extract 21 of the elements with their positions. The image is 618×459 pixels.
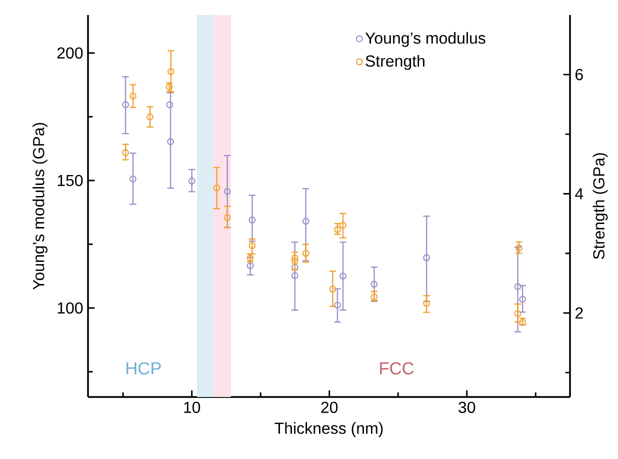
annotation: HCP (126, 362, 161, 374)
y2-tick-label: 6 (576, 68, 583, 80)
y2-tick-label: 4 (575, 188, 584, 200)
x-axis-title: Thickness (nm) (274, 422, 383, 438)
point (166, 101, 174, 108)
point (291, 258, 298, 265)
x-tick-label: 20 (321, 402, 338, 414)
annotation: FCC (380, 362, 414, 374)
x-tick-label: 10 (184, 402, 200, 414)
y2-axis-title: Strength (GPa) (592, 153, 608, 260)
x-tick-label: 30 (458, 402, 476, 414)
point (516, 244, 522, 252)
point (334, 226, 341, 233)
y2-tick-label: 2 (576, 307, 583, 319)
y-axis-title: Young’s modulus (GPa) (32, 122, 48, 290)
legend-label: Young’s modulus (365, 32, 486, 47)
y-tick-label: 150 (58, 174, 83, 186)
point (370, 293, 378, 300)
y-tick-label: 100 (58, 302, 83, 314)
legend-label: Strength (366, 54, 424, 70)
y-tick-label: 200 (57, 47, 83, 59)
